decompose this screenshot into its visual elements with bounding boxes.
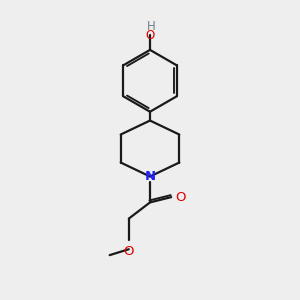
Text: H: H: [147, 20, 156, 33]
Text: N: N: [144, 170, 156, 183]
Text: O: O: [176, 190, 186, 204]
Text: O: O: [124, 245, 134, 258]
Text: O: O: [146, 29, 154, 42]
